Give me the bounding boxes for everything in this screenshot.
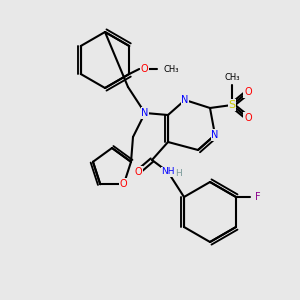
Text: O: O [244,87,252,97]
Text: N: N [141,108,149,118]
Text: F: F [255,192,261,202]
Text: CH₃: CH₃ [163,64,179,74]
Text: O: O [140,64,148,74]
Text: S: S [228,100,236,110]
Text: N: N [211,130,219,140]
Text: N: N [181,95,189,105]
Text: O: O [244,113,252,123]
Text: H: H [175,169,182,178]
Text: NH: NH [161,167,175,176]
Text: O: O [134,167,142,177]
Text: CH₃: CH₃ [224,74,240,82]
Text: O: O [120,179,127,189]
